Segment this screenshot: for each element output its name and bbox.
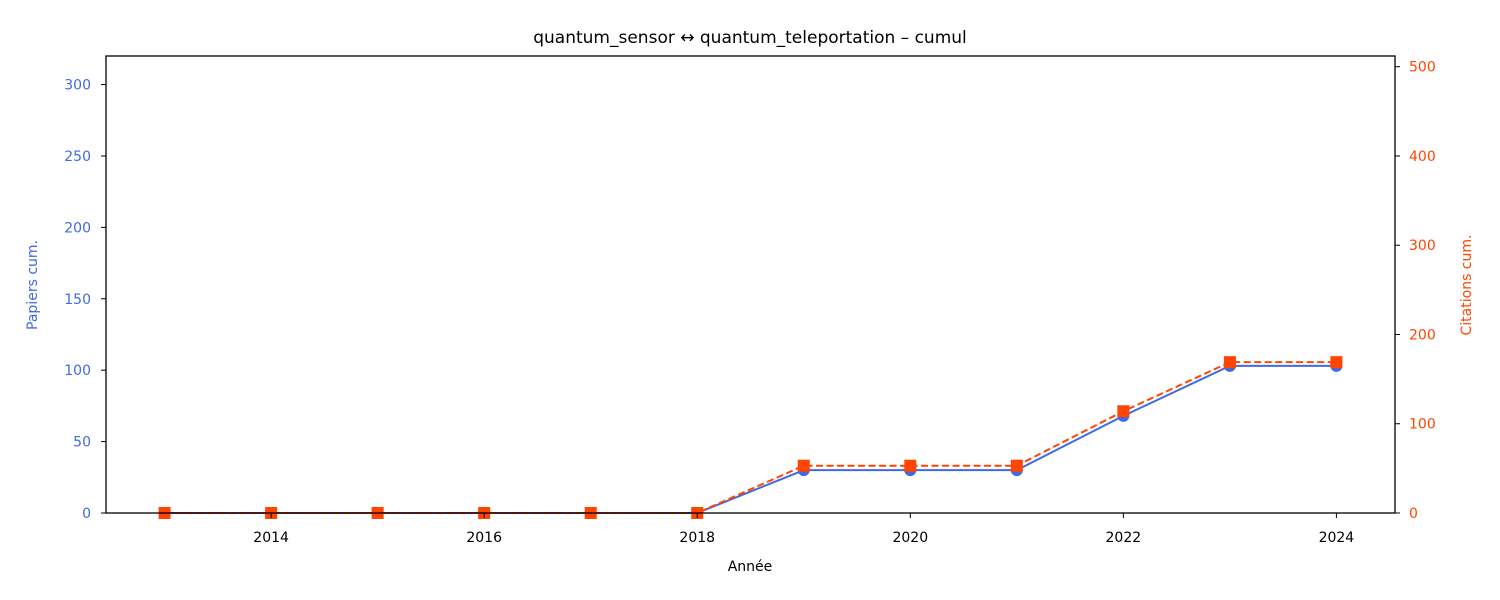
x-tick-label: 2022 [1106,530,1142,546]
y-right-tick-label: 100 [1409,417,1436,433]
y-right-tick-label: 400 [1409,149,1436,165]
data-point-square [797,459,810,472]
y-left-tick-label: 250 [64,149,91,165]
x-tick-label: 2014 [253,530,289,546]
x-tick-label: 2020 [892,530,928,546]
series-line-2 [164,361,1337,514]
series-line-1 [164,364,1337,514]
data-point-square [1223,356,1236,369]
y-axis-right: 0 100 200 300 400 500 [1395,60,1436,522]
y-right-tick-label: 300 [1409,238,1436,254]
x-tick-label: 2024 [1319,530,1355,546]
y-left-tick-label: 300 [64,78,91,94]
y-right-tick-label: 500 [1409,60,1436,76]
data-point-square [904,459,917,472]
y-left-tick-label: 0 [82,506,91,522]
x-axis: 2014 2016 2018 2020 2022 2024 [253,513,1354,546]
data-point-square [1117,405,1130,418]
y-axis-left-label: Papiers cum. [25,240,41,330]
y-left-tick-label: 50 [73,435,91,451]
x-tick-label: 2016 [466,530,502,546]
y-right-tick-label: 0 [1409,506,1418,522]
y-left-tick-label: 150 [64,292,91,308]
plot-frame [105,55,1396,514]
data-point-square [1010,459,1023,472]
plot-marks [158,356,1343,519]
x-tick-label: 2018 [679,530,715,546]
chart-title: quantum_sensor ↔ quantum_teleportation –… [533,28,967,48]
data-point-square [1330,356,1343,369]
x-axis-label: Année [728,559,773,575]
y-left-tick-label: 200 [64,220,91,236]
y-axis-left: 0 50 100 150 200 250 300 [64,78,106,522]
y-right-tick-label: 200 [1409,327,1436,343]
y-left-tick-label: 100 [64,363,91,379]
y-axis-right-label: Citations cum. [1459,235,1475,336]
